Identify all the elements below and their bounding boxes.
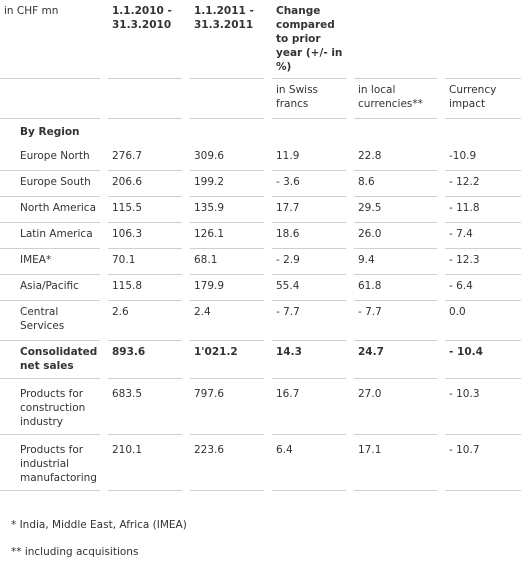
table-row: Europe North 276.7 309.6 11.9 22.8 -10.9 <box>0 144 521 171</box>
cell-chf: 11.9 <box>272 144 346 171</box>
cell-v1: 70.1 <box>108 248 182 275</box>
cell-chf: - 2.9 <box>272 248 346 275</box>
cell-v2: 179.9 <box>190 274 264 301</box>
cell-local: 22.8 <box>354 144 437 171</box>
section-by-region: By Region <box>20 126 80 138</box>
cell-local: 17.1 <box>354 434 437 491</box>
local-currency-header: in local currencies** <box>354 78 437 119</box>
cell-fx: - 10.7 <box>445 434 521 491</box>
cell-v2: 199.2 <box>190 170 264 197</box>
cell-v1: 683.5 <box>108 378 182 435</box>
table-row: IMEA* 70.1 68.1 - 2.9 9.4 - 12.3 <box>0 248 521 275</box>
table-row: Europe South 206.6 199.2 - 3.6 8.6 - 12.… <box>0 170 521 197</box>
subheader-row: in Swiss francs in local currencies** Cu… <box>0 78 521 119</box>
cell-v1: 276.7 <box>108 144 182 171</box>
cell-fx: - 10.3 <box>445 378 521 435</box>
cell-fx: -10.9 <box>445 144 521 171</box>
currency-impact-header: Currency impact <box>445 78 521 119</box>
cell-v1: 115.5 <box>108 196 182 223</box>
row-label: Europe North <box>0 144 100 171</box>
table-row: Products for construction industry 683.5… <box>0 378 521 435</box>
cell-local: 8.6 <box>354 170 437 197</box>
table-row: Latin America 106.3 126.1 18.6 26.0 - 7.… <box>0 222 521 249</box>
change-header: Change compared to prior year (+/- in %) <box>272 0 346 79</box>
cell-chf: - 3.6 <box>272 170 346 197</box>
total-row: Consolidated net sales 893.6 1'021.2 14.… <box>0 340 521 379</box>
cell-v1: 106.3 <box>108 222 182 249</box>
row-label: Central Services <box>0 300 100 341</box>
swiss-francs-header: in Swiss francs <box>272 78 346 119</box>
cell-v2: 68.1 <box>190 248 264 275</box>
footnote-imea: * India, Middle East, Africa (IMEA) <box>11 519 187 531</box>
col-2010-header: 1.1.2010 - 31.3.2010 <box>108 0 182 79</box>
row-label: Europe South <box>0 170 100 197</box>
row-label: Products for industrial manufactoring <box>0 434 100 491</box>
cell-fx: - 7.4 <box>445 222 521 249</box>
total-v2: 1'021.2 <box>190 340 264 379</box>
cell-v2: 126.1 <box>190 222 264 249</box>
section-row: By Region <box>0 119 521 145</box>
cell-fx: - 12.2 <box>445 170 521 197</box>
total-v1: 893.6 <box>108 340 182 379</box>
cell-v2: 309.6 <box>190 144 264 171</box>
cell-local: 27.0 <box>354 378 437 435</box>
cell-local: - 7.7 <box>354 300 437 341</box>
table-row: North America 115.5 135.9 17.7 29.5 - 11… <box>0 196 521 223</box>
cell-local: 9.4 <box>354 248 437 275</box>
cell-fx: - 6.4 <box>445 274 521 301</box>
cell-fx: - 11.8 <box>445 196 521 223</box>
cell-fx: 0.0 <box>445 300 521 341</box>
footnote-acquisitions: ** including acquisitions <box>11 546 139 558</box>
cell-chf: 18.6 <box>272 222 346 249</box>
row-label: IMEA* <box>0 248 100 275</box>
cell-chf: 55.4 <box>272 274 346 301</box>
cell-v1: 115.8 <box>108 274 182 301</box>
cell-v1: 206.6 <box>108 170 182 197</box>
cell-chf: 6.4 <box>272 434 346 491</box>
total-chf: 14.3 <box>272 340 346 379</box>
total-fx: - 10.4 <box>445 340 521 379</box>
table-row: Asia/Pacific 115.8 179.9 55.4 61.8 - 6.4 <box>0 274 521 301</box>
cell-local: 61.8 <box>354 274 437 301</box>
cell-chf: 17.7 <box>272 196 346 223</box>
row-label: Asia/Pacific <box>0 274 100 301</box>
row-label: Products for construction industry <box>0 378 100 435</box>
cell-v1: 210.1 <box>108 434 182 491</box>
cell-v2: 223.6 <box>190 434 264 491</box>
cell-local: 29.5 <box>354 196 437 223</box>
total-local: 24.7 <box>354 340 437 379</box>
header-row: in CHF mn 1.1.2010 - 31.3.2010 1.1.2011 … <box>0 0 521 79</box>
cell-v2: 135.9 <box>190 196 264 223</box>
sales-table: in CHF mn 1.1.2010 - 31.3.2010 1.1.2011 … <box>0 0 521 491</box>
table-row: Products for industrial manufactoring 21… <box>0 434 521 491</box>
unit-label: in CHF mn <box>0 0 100 79</box>
table-row: Central Services 2.6 2.4 - 7.7 - 7.7 0.0 <box>0 300 521 341</box>
cell-v2: 2.4 <box>190 300 264 341</box>
cell-local: 26.0 <box>354 222 437 249</box>
row-label: North America <box>0 196 100 223</box>
total-label: Consolidated net sales <box>0 340 100 379</box>
cell-chf: 16.7 <box>272 378 346 435</box>
cell-v1: 2.6 <box>108 300 182 341</box>
cell-v2: 797.6 <box>190 378 264 435</box>
row-label: Latin America <box>0 222 100 249</box>
cell-fx: - 12.3 <box>445 248 521 275</box>
cell-chf: - 7.7 <box>272 300 346 341</box>
col-2011-header: 1.1.2011 - 31.3.2011 <box>190 0 264 79</box>
